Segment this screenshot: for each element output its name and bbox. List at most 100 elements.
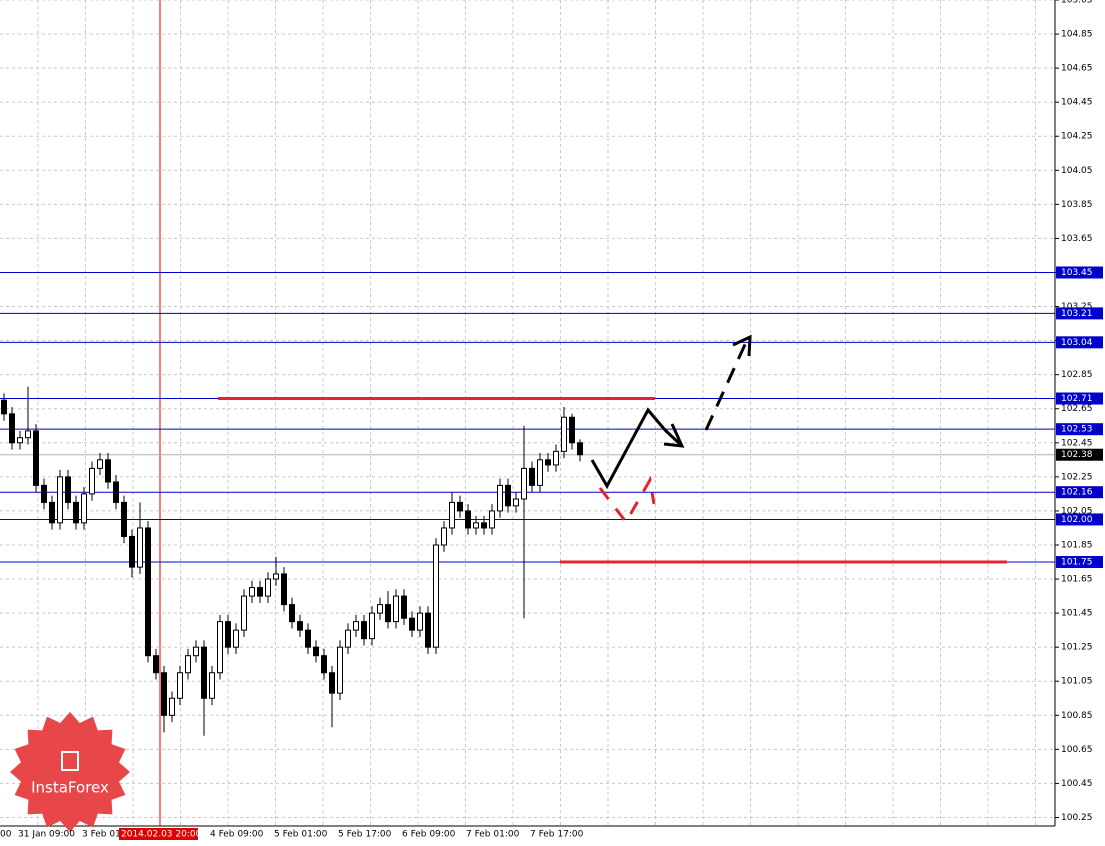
candle-body <box>25 430 31 439</box>
y-tick-label: 104.65 <box>1061 64 1093 74</box>
candle-body <box>41 484 47 503</box>
x-tick-label: 7 Feb 01:00 <box>466 830 520 840</box>
y-tick-label: 102.65 <box>1061 404 1093 414</box>
x-tick-label: 5 Feb 01:00 <box>274 830 328 840</box>
candle-body <box>497 484 503 512</box>
candle-body <box>433 544 439 648</box>
last-price-box <box>1056 448 1103 461</box>
x-label-highlight <box>119 828 198 840</box>
candle-body <box>9 413 15 444</box>
x-tick-label: 5 Feb 17:00 <box>338 830 392 840</box>
candle-body <box>465 510 471 529</box>
candle-body <box>481 522 487 529</box>
candle-body <box>537 459 543 486</box>
logo-badge <box>10 712 130 832</box>
candle-body <box>425 612 431 648</box>
x-tick-label: 00 <box>0 830 12 840</box>
x-tick-label: 4 Feb 09:00 <box>210 830 264 840</box>
y-tick-label: 101.05 <box>1061 677 1093 687</box>
level-label: 103.04 <box>1061 338 1093 348</box>
y-tick-label: 103.85 <box>1061 200 1093 210</box>
candle-body <box>265 578 271 597</box>
y-tick-label: 100.45 <box>1061 779 1093 789</box>
forecast-dashed <box>704 337 750 431</box>
candle-body <box>105 459 111 483</box>
candle-body <box>161 672 167 716</box>
y-tick-label: 104.25 <box>1061 132 1093 142</box>
arrow-head <box>663 423 685 448</box>
y-tick-label: 100.25 <box>1061 813 1093 823</box>
candle-body <box>545 459 551 466</box>
candle-body <box>369 612 375 640</box>
candle-body <box>81 493 87 524</box>
candle-body <box>129 535 135 568</box>
candle-body <box>489 510 495 529</box>
candle-body <box>561 416 567 452</box>
level-label: 101.75 <box>1061 558 1093 568</box>
y-tick-label: 102.45 <box>1061 438 1093 448</box>
candle-body <box>121 501 127 537</box>
candle-body <box>577 442 583 456</box>
candle-body <box>33 430 39 486</box>
candle-body <box>409 617 415 631</box>
level-label: 102.53 <box>1061 425 1093 435</box>
candle-body <box>385 604 391 623</box>
y-tick-label: 102.25 <box>1061 472 1093 482</box>
candle-body <box>49 501 55 524</box>
y-tick-label: 105.05 <box>1061 0 1093 6</box>
candle-body <box>17 437 23 444</box>
level-label: 102.00 <box>1061 515 1093 525</box>
y-tick-label: 102.85 <box>1061 370 1093 380</box>
candle-body <box>361 621 367 640</box>
level-label-box <box>1056 486 1103 499</box>
level-label: 103.21 <box>1061 309 1093 319</box>
forecast-path <box>590 407 684 490</box>
candle-body <box>377 604 383 614</box>
y-tick-label: 100.65 <box>1061 745 1093 755</box>
candle-body <box>521 467 527 500</box>
level-label-box <box>1056 307 1103 320</box>
x-tick-label: 2014.02.03 20:00 <box>121 830 202 840</box>
candle-body <box>353 621 359 631</box>
level-label: 102.71 <box>1061 394 1093 404</box>
candle-body <box>329 672 335 694</box>
candle-body <box>153 655 159 674</box>
y-tick-label: 103.25 <box>1061 302 1093 312</box>
candle-body <box>553 450 559 466</box>
y-tick-label: 101.85 <box>1061 540 1093 550</box>
logo-icon <box>61 751 79 771</box>
arrow-head <box>732 334 752 357</box>
candle-body <box>201 646 207 699</box>
y-tick-label: 101.25 <box>1061 643 1093 653</box>
candle-body <box>289 604 295 623</box>
candle-body <box>57 476 63 524</box>
y-tick-label: 101.45 <box>1061 609 1093 619</box>
candle-body <box>249 587 255 597</box>
candle-body <box>449 501 455 529</box>
candle-body <box>65 476 71 503</box>
y-tick-label: 100.85 <box>1061 711 1093 721</box>
candle-body <box>217 621 223 674</box>
y-tick-label: 102.05 <box>1061 506 1093 516</box>
y-tick-label: 104.85 <box>1061 30 1093 40</box>
candle-body <box>569 416 575 444</box>
level-label-box <box>1056 336 1103 349</box>
candle-body <box>393 595 399 623</box>
candle-body <box>145 527 151 657</box>
level-label-box <box>1056 423 1103 436</box>
level-label: 103.45 <box>1061 268 1093 278</box>
levels <box>0 271 1055 564</box>
candle-body <box>177 672 183 699</box>
candle-body <box>321 655 327 674</box>
y-tick-label: 103.65 <box>1061 234 1093 244</box>
candle-body <box>417 612 423 631</box>
candle-body <box>345 629 351 648</box>
candle-body <box>209 672 215 699</box>
candle-body <box>473 522 479 529</box>
candle-body <box>89 467 95 495</box>
candle-body <box>297 621 303 631</box>
candle-body <box>169 697 175 716</box>
logo: InstaForex <box>10 712 130 832</box>
